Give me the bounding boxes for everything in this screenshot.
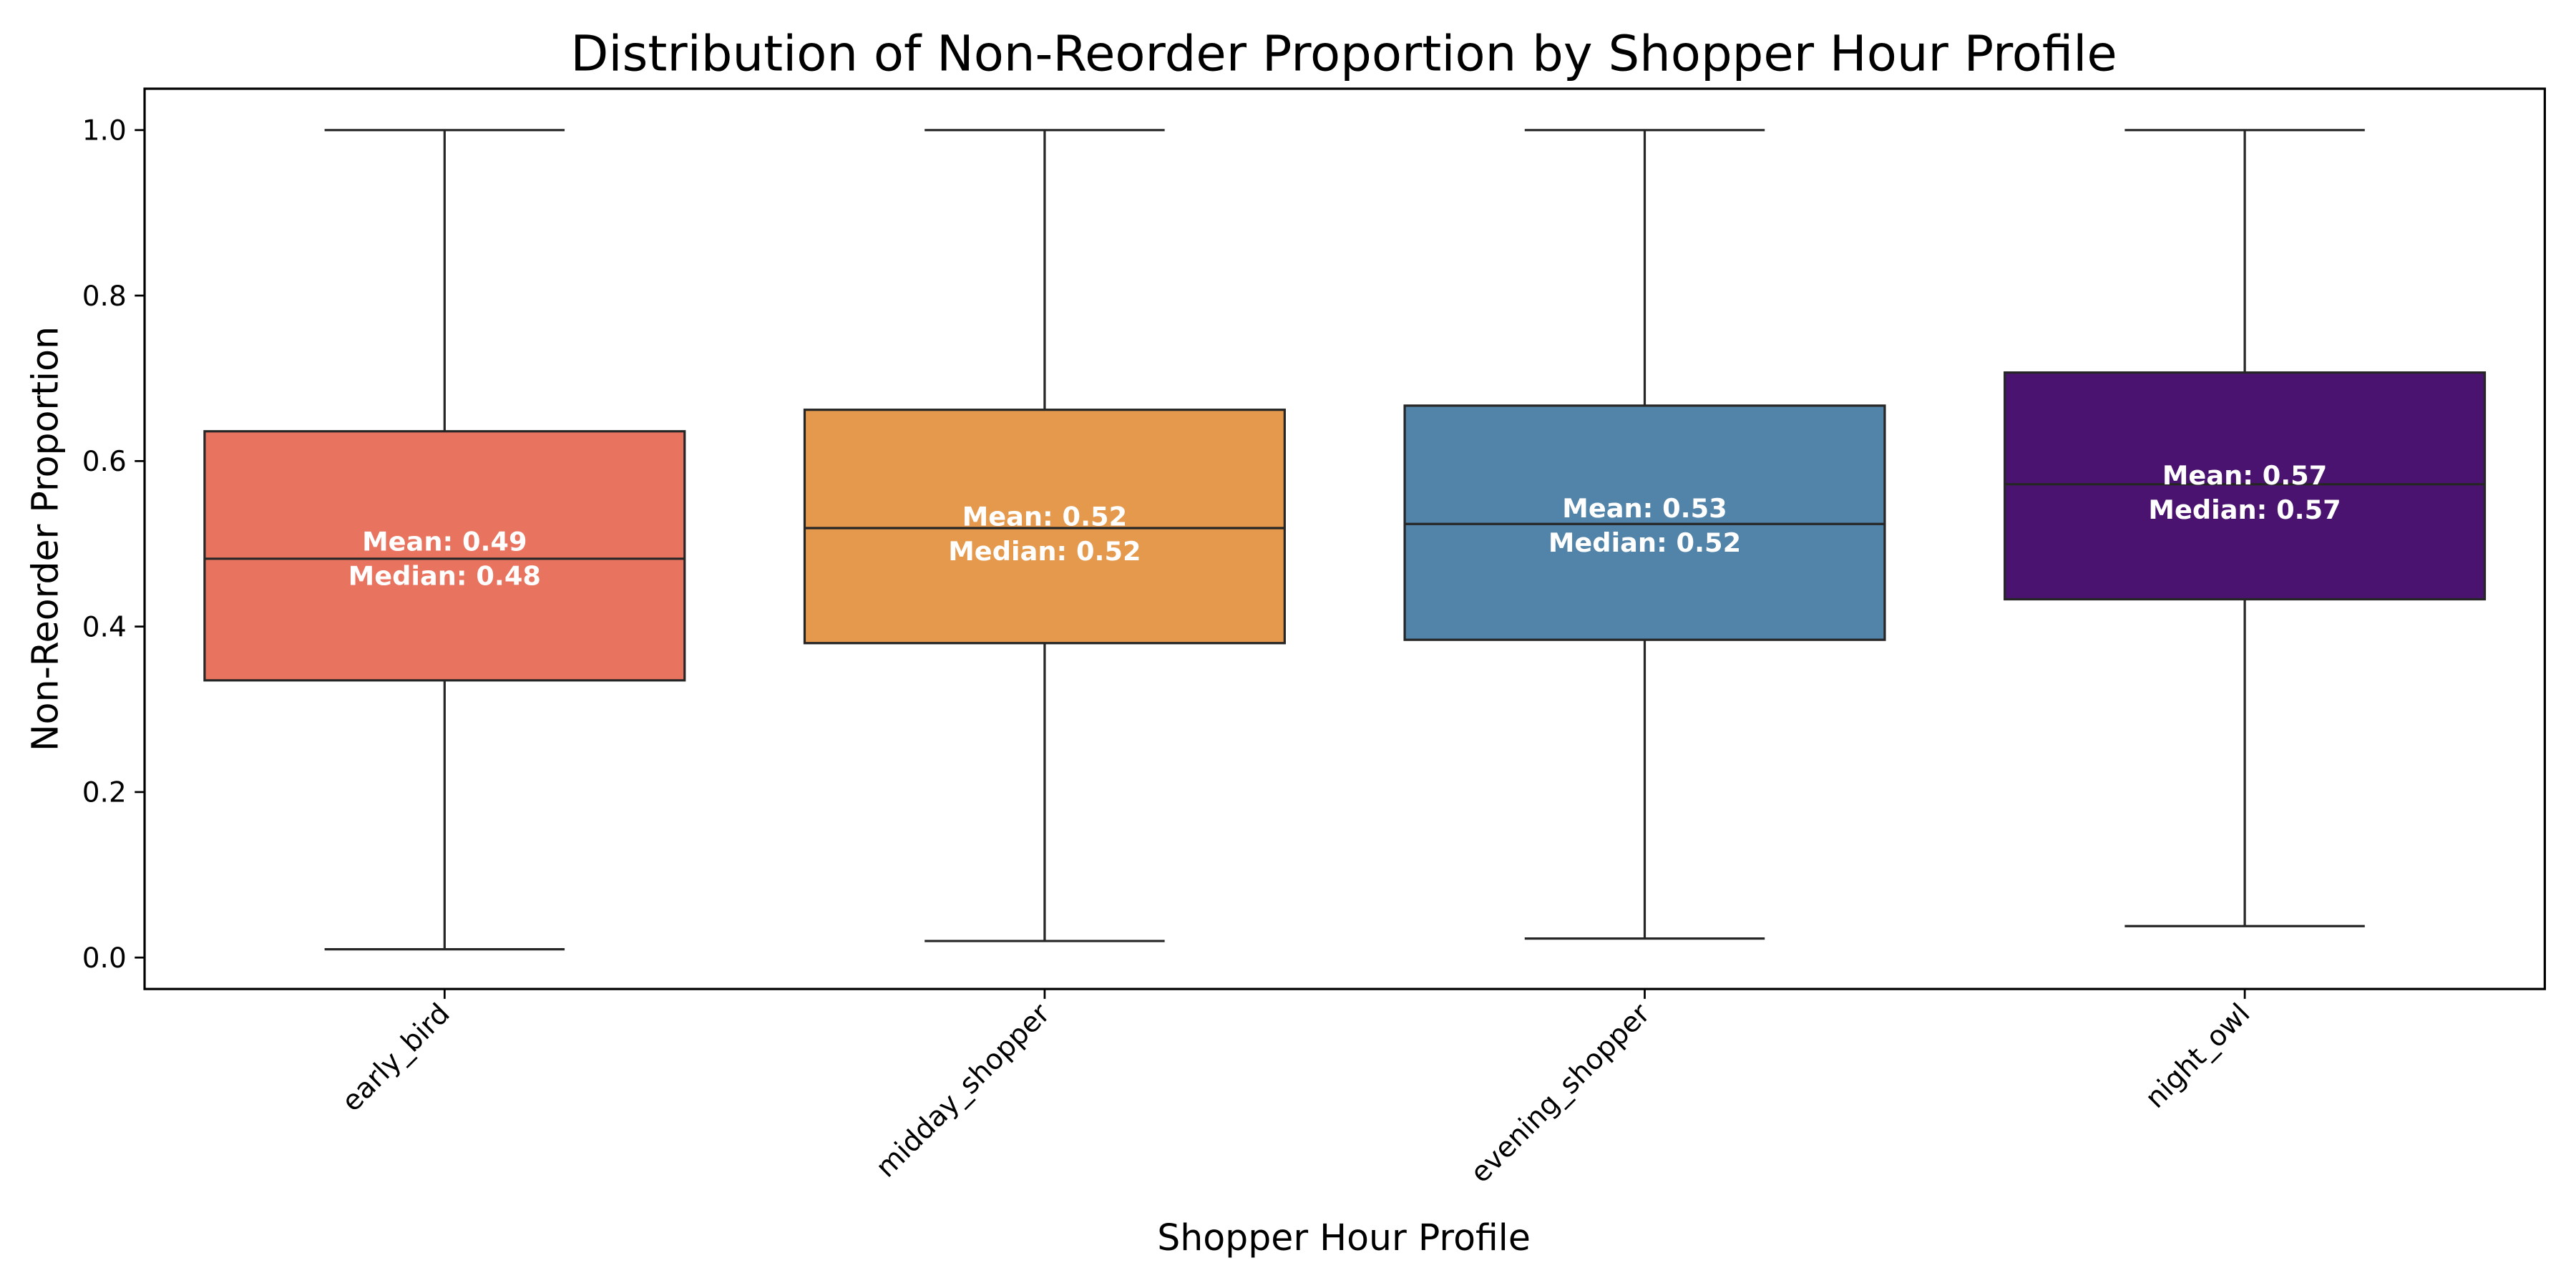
box-night_owl — [2004, 371, 2487, 601]
x-axis-label: Shopper Hour Profile — [1157, 1216, 1531, 1259]
plot-frame — [143, 87, 2546, 990]
y-axis-label: Non-Reorder Proportion — [24, 326, 66, 751]
x-tick-label: early_bird — [336, 997, 456, 1118]
median-label: Median: 0.52 — [948, 536, 1141, 567]
x-tick-label: midday_shopper — [870, 997, 1057, 1184]
box-evening_shopper — [1403, 404, 1886, 641]
y-tick-label: 0.2 — [82, 777, 127, 809]
x-tick-label: night_owl — [2140, 997, 2257, 1115]
mean-label: Mean: 0.52 — [962, 502, 1127, 532]
median-label: Median: 0.57 — [2148, 494, 2341, 525]
x-tick-label: evening_shopper — [1465, 997, 1657, 1189]
box-midday_shopper — [803, 409, 1286, 645]
chart-title: Distribution of Non-Reorder Proportion b… — [570, 26, 2117, 83]
median-label: Median: 0.48 — [348, 560, 541, 591]
median-label: Median: 0.52 — [1548, 527, 1741, 558]
mean-label: Mean: 0.49 — [362, 526, 527, 557]
mean-label: Mean: 0.53 — [1562, 493, 1727, 524]
y-tick-label: 1.0 — [82, 115, 127, 147]
mean-label: Mean: 0.57 — [2162, 460, 2327, 491]
box-early_bird — [203, 430, 686, 682]
y-tick-label: 0.8 — [82, 280, 127, 313]
y-tick-label: 0.4 — [82, 611, 127, 643]
y-tick-label: 0.6 — [82, 446, 127, 478]
y-tick-label: 0.0 — [82, 942, 127, 975]
